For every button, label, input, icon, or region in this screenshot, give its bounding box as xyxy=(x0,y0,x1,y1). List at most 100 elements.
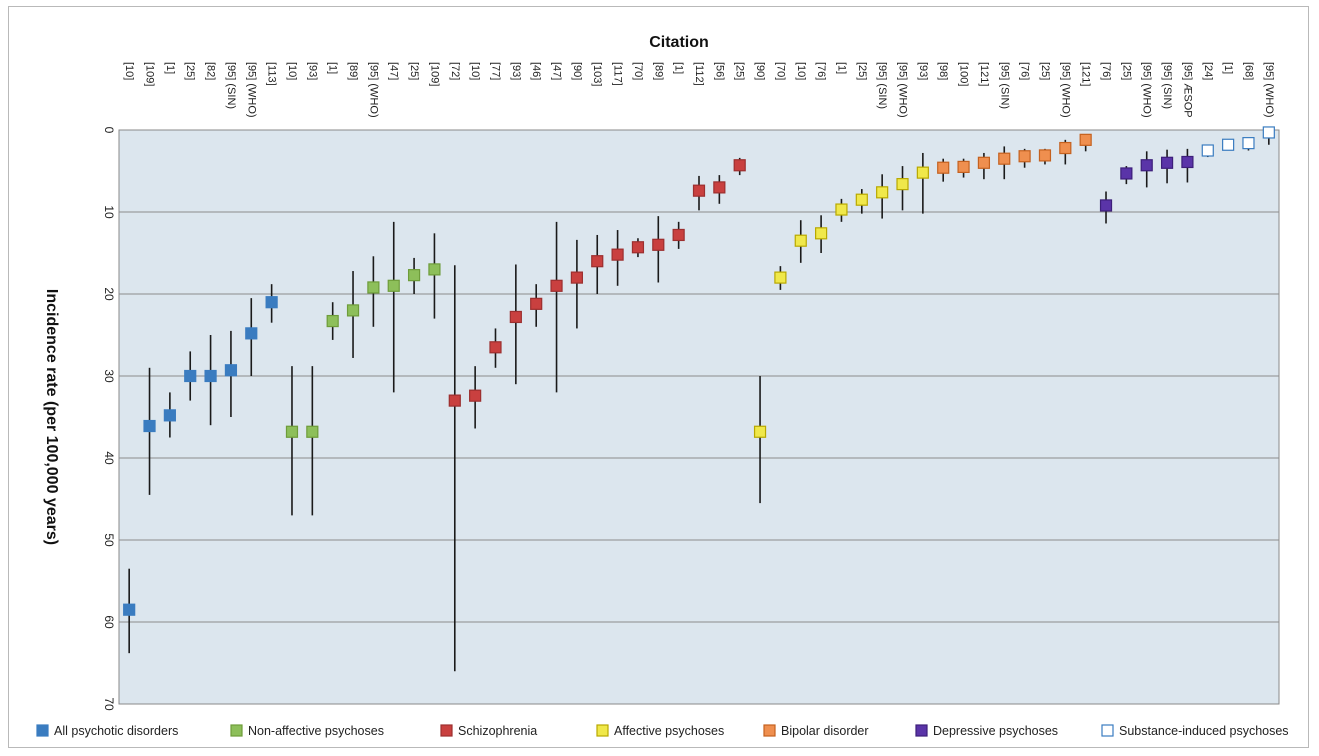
data-point xyxy=(346,304,360,317)
citation-label: [10] xyxy=(123,62,135,80)
citation-label: [72] xyxy=(449,62,461,80)
citation-label: [95] (WHO) xyxy=(1263,62,1275,118)
data-point xyxy=(489,341,502,354)
citation-label: [109] xyxy=(428,62,440,86)
data-point xyxy=(530,297,543,310)
data-point xyxy=(855,193,868,206)
citation-label: [121] xyxy=(978,62,990,86)
citation-label: [98] xyxy=(937,62,949,80)
citation-label: [89] xyxy=(652,62,664,80)
citation-label: [100] xyxy=(958,62,970,86)
citation-label: [95] (SIN) xyxy=(1161,62,1173,109)
data-point xyxy=(1160,156,1174,169)
data-point xyxy=(428,263,441,276)
data-point xyxy=(713,181,726,194)
legend-label: All psychotic disorders xyxy=(54,724,178,738)
citation-label: [89] xyxy=(347,62,359,80)
citation-label: [90] xyxy=(754,62,766,80)
citation-label: [25] xyxy=(734,62,746,80)
citation-label: [76] xyxy=(1100,62,1112,80)
data-point xyxy=(143,419,156,433)
legend-swatch xyxy=(915,724,928,737)
x-axis-title: Citation xyxy=(649,34,709,51)
y-tick-label: 20 xyxy=(102,287,116,301)
citation-label: [1] xyxy=(327,62,339,74)
citation-label: [68] xyxy=(1242,62,1254,80)
data-point xyxy=(1262,126,1275,139)
citation-label: [112] xyxy=(693,62,705,86)
data-point xyxy=(611,248,624,261)
citation-label: [93] xyxy=(917,62,929,80)
citation-label: [95] (SIN) xyxy=(876,62,888,109)
citation-label: [46] xyxy=(530,62,542,80)
citation-label: [93] xyxy=(306,62,318,80)
data-point xyxy=(815,227,828,240)
data-point xyxy=(1120,167,1133,180)
data-point xyxy=(998,152,1011,165)
data-point xyxy=(794,234,807,247)
citation-label: [24] xyxy=(1202,62,1214,80)
data-point xyxy=(591,255,604,268)
y-tick-label: 10 xyxy=(102,205,116,219)
citation-label: [95] (WHO) xyxy=(1141,62,1153,118)
legend-swatch xyxy=(763,724,776,737)
data-point xyxy=(204,369,217,383)
citation-label: [1] xyxy=(673,62,685,74)
citation-label: [95] (WHO) xyxy=(1059,62,1071,118)
citation-label: [76] xyxy=(815,62,827,80)
chart-svg: 0 10 20 30 40 50 60 70 [10] [109] [1] [25] [82] [95]… xyxy=(36,34,1289,738)
citation-label: [77] xyxy=(489,62,501,80)
citation-label: [1] xyxy=(835,62,847,74)
citation-label: [109] xyxy=(144,62,156,86)
data-point xyxy=(916,166,929,179)
data-point xyxy=(123,603,136,616)
citation-label: [95] ÆSOP xyxy=(1181,62,1193,118)
data-point xyxy=(469,389,482,402)
y-tick-label: 50 xyxy=(102,533,116,547)
citation-label: [10] xyxy=(795,62,807,80)
citation-label: [10] xyxy=(469,62,481,80)
legend-swatch xyxy=(36,724,49,737)
legend: All psychotic disorders Non-affective psy… xyxy=(36,724,1289,738)
data-point xyxy=(163,409,176,422)
citation-label: [25] xyxy=(1039,62,1051,80)
citation-label: [56] xyxy=(713,62,725,80)
legend-label: Schizophrenia xyxy=(458,724,537,738)
data-point xyxy=(1059,141,1072,155)
data-point xyxy=(1038,149,1052,162)
data-point xyxy=(692,184,706,197)
citation-label: [95] (WHO) xyxy=(367,62,379,118)
citation-label: [10] xyxy=(286,62,298,80)
citation-label: [47] xyxy=(388,62,400,80)
citation-label: [103] xyxy=(591,62,603,86)
citation-label: [1] xyxy=(1222,62,1234,74)
data-point xyxy=(367,281,380,294)
citation-label: [82] xyxy=(205,62,217,80)
legend-label: Affective psychoses xyxy=(614,724,724,738)
data-point xyxy=(1079,133,1092,146)
data-point xyxy=(835,203,848,216)
citation-label: [25] xyxy=(1120,62,1132,80)
data-point xyxy=(387,279,400,292)
data-point xyxy=(265,296,278,309)
citation-label: [95] (SIN) xyxy=(225,62,237,109)
y-axis-ticks: 0 10 20 30 40 50 60 70 xyxy=(102,127,116,711)
citation-label: [93] xyxy=(510,62,522,80)
data-point xyxy=(1201,144,1214,157)
legend-label: Substance-induced psychoses xyxy=(1119,724,1289,738)
data-point xyxy=(306,425,319,438)
data-point xyxy=(753,425,767,438)
citation-label: [47] xyxy=(551,62,563,80)
citation-label: [76] xyxy=(1019,62,1031,80)
data-point xyxy=(224,364,238,377)
data-point xyxy=(876,186,889,199)
legend-label: Depressive psychoses xyxy=(933,724,1058,738)
citation-label: [121] xyxy=(1080,62,1092,86)
citation-label: [95] (WHO) xyxy=(897,62,909,118)
data-point xyxy=(570,271,583,284)
citation-label: [95] (WHO) xyxy=(245,62,257,118)
citation-label: [95] (SIN) xyxy=(998,62,1010,109)
legend-label: Non-affective psychoses xyxy=(248,724,384,738)
citation-label: [70] xyxy=(632,62,644,80)
data-point xyxy=(652,238,665,251)
